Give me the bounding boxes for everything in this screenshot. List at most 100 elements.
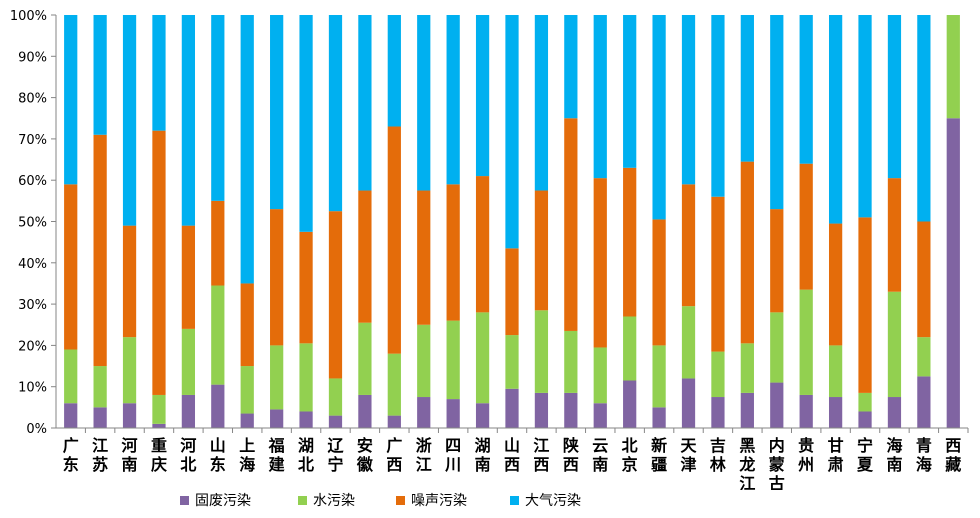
x-tick-label: 北 xyxy=(298,455,314,474)
bar-segment xyxy=(211,285,225,385)
bar-segment xyxy=(152,130,166,395)
x-tick-label: 宁 xyxy=(857,436,873,455)
x-tick-label: 夏 xyxy=(856,455,874,474)
bar-segment xyxy=(152,423,166,428)
legend-swatch xyxy=(396,495,405,505)
bar-segment xyxy=(681,15,696,185)
x-tick-label: 京 xyxy=(622,455,638,474)
bar-segment xyxy=(358,15,372,191)
x-tick-label: 湖 xyxy=(475,436,491,455)
y-tick-label: 10% xyxy=(18,381,47,396)
bar-segment xyxy=(740,161,754,344)
x-tick-label: 古 xyxy=(769,474,785,490)
bar-segment xyxy=(211,15,225,201)
x-tick-label: 湖 xyxy=(298,436,314,455)
legend: 固废污染 水污染 噪声污染 大气污染 xyxy=(180,490,581,510)
bar-segment xyxy=(770,312,784,383)
x-tick-label: 江 xyxy=(92,436,108,455)
x-tick-label: 山 xyxy=(504,436,520,455)
y-tick-label: 90% xyxy=(18,50,47,65)
bar-segment xyxy=(122,337,137,404)
bar-segment xyxy=(152,394,166,424)
bar-segment xyxy=(417,324,431,398)
bar-segment xyxy=(270,345,284,410)
bar-segment xyxy=(623,167,637,317)
bar-segment xyxy=(181,394,196,428)
bar-segment xyxy=(564,330,578,393)
y-tick-label: 0% xyxy=(26,422,47,437)
legend-label: 水污染 xyxy=(313,493,355,509)
bar-segment xyxy=(623,316,637,381)
x-tick-label: 江 xyxy=(533,436,549,455)
bar-segment xyxy=(564,392,578,428)
bar-segment xyxy=(505,248,519,336)
bar-segment xyxy=(270,409,284,428)
bar-segment xyxy=(64,349,78,404)
bar-segment xyxy=(681,184,696,307)
bar-segment xyxy=(681,306,696,379)
legend-item-air: 大气污染 xyxy=(510,490,581,510)
bar-segment xyxy=(623,15,637,168)
x-tick-label: 东 xyxy=(63,455,79,474)
bar-segment xyxy=(446,320,460,400)
bar-segment xyxy=(358,322,372,395)
bar-segment xyxy=(64,15,78,185)
bar-segment xyxy=(828,15,843,224)
bar-segment xyxy=(946,15,960,119)
x-tick-label: 河 xyxy=(180,436,196,455)
bar-segment xyxy=(534,392,549,428)
bar-segment xyxy=(505,335,519,389)
x-tick-label: 西 xyxy=(504,455,520,474)
bar-segment xyxy=(387,15,401,127)
bar-segment xyxy=(93,15,107,135)
bar-segment xyxy=(328,211,343,379)
bar-segment xyxy=(770,382,784,428)
x-tick-label: 东 xyxy=(210,455,226,474)
bar-segment xyxy=(887,15,902,179)
legend-label: 大气污染 xyxy=(525,493,581,509)
bar-segment xyxy=(122,225,137,338)
x-tick-label: 南 xyxy=(592,455,608,474)
y-tick-label: 60% xyxy=(18,174,47,189)
x-tick-label: 南 xyxy=(886,455,902,474)
bar-segment xyxy=(828,345,843,398)
bar-segment xyxy=(152,15,166,131)
bar-segment xyxy=(858,15,872,218)
y-tick-label: 40% xyxy=(18,257,47,272)
bar-segment xyxy=(917,376,931,428)
bar-segment xyxy=(917,221,931,338)
bar-segment xyxy=(534,190,549,311)
bar-segment xyxy=(652,407,666,428)
bar-segment xyxy=(475,403,490,428)
bar-segment xyxy=(828,223,843,346)
legend-label: 固废污染 xyxy=(195,493,251,509)
legend-swatch xyxy=(298,495,307,505)
bar-segment xyxy=(475,176,490,313)
bar-segment xyxy=(652,345,666,408)
bar-segment xyxy=(93,407,107,428)
bar-segment xyxy=(711,351,725,398)
x-tick-label: 津 xyxy=(681,455,697,474)
bar-segment xyxy=(740,392,754,428)
bar-segment xyxy=(387,415,401,428)
bar-segment xyxy=(387,126,401,354)
y-tick-label: 100% xyxy=(10,9,47,24)
x-tick-label: 西 xyxy=(386,455,402,474)
bar-segment xyxy=(652,219,666,346)
x-tick-label: 西 xyxy=(533,455,549,474)
bar-segment xyxy=(358,190,372,323)
bar-segment xyxy=(93,366,107,408)
x-tick-label: 肃 xyxy=(828,455,844,474)
x-tick-label: 上 xyxy=(239,436,255,455)
x-tick-label: 黑 xyxy=(739,436,755,455)
x-tick-label: 海 xyxy=(916,455,932,474)
x-tick-label: 辽 xyxy=(327,436,344,455)
x-tick-label: 青 xyxy=(916,436,932,455)
y-tick-label: 70% xyxy=(18,133,47,148)
bar-segment xyxy=(64,403,78,428)
bar-segment xyxy=(387,353,401,416)
bar-segment xyxy=(740,15,754,162)
bar-segment xyxy=(770,209,784,313)
bar-segment xyxy=(799,163,813,290)
